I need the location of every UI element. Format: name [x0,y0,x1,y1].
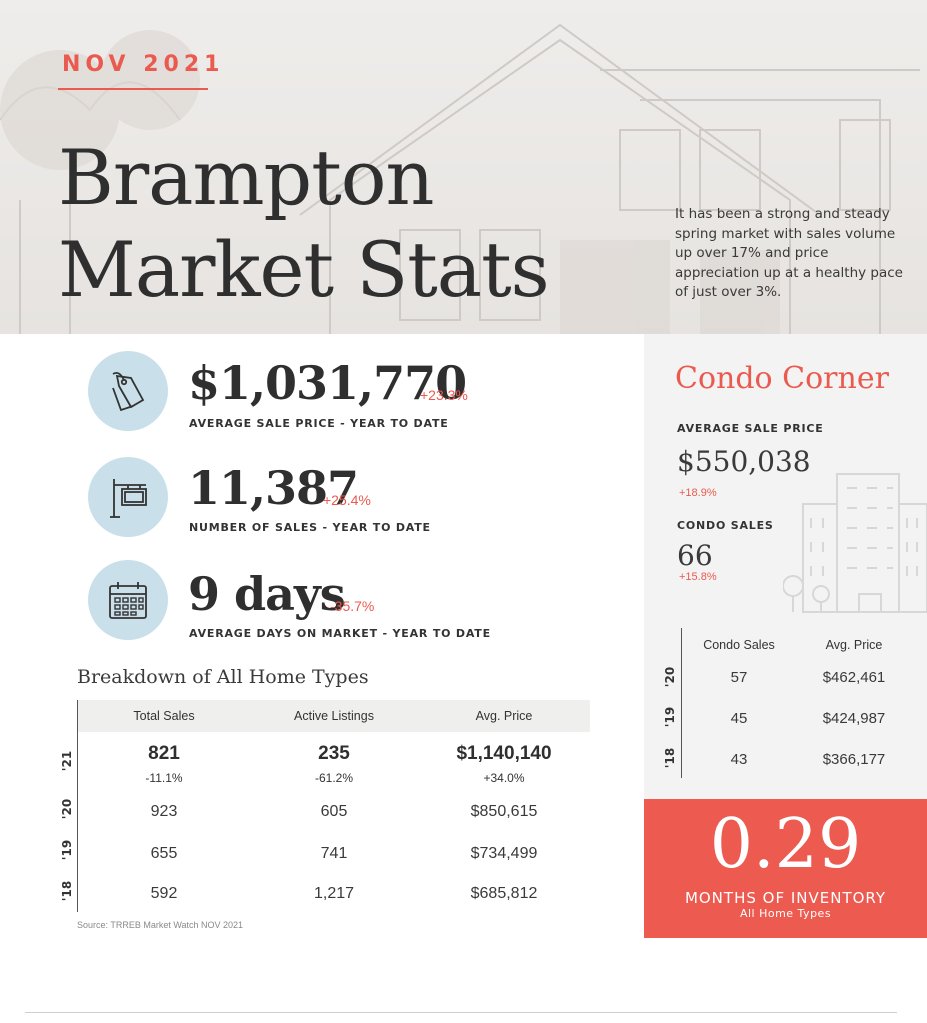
price-tag-icon [88,351,168,431]
table-cell: $1,140,140 [456,743,552,764]
condo-avg-price-label: AVERAGE SALE PRICE [677,422,824,435]
table-cell: 655 [150,845,178,862]
breakdown-title: Breakdown of All Home Types [77,666,369,688]
condo-corner-panel [644,334,927,799]
row-year-label: '19 [663,706,677,728]
report-month: NOV 2021 [62,52,225,77]
avg-sale-price-label: AVERAGE SALE PRICE - YEAR TO DATE [189,417,449,430]
table-cell-change: +34.0% [483,771,525,785]
header-active-listings: Active Listings [294,709,374,723]
condo-avg-price-value: $550,038 [677,445,811,478]
breakdown-axis-line [77,700,78,912]
months-of-inventory-label: MONTHS OF INVENTORY [684,889,887,907]
condo-sales-value: 66 [677,539,713,572]
header-avg-price: Avg. Price [475,709,533,723]
table-cell-change: -11.1% [145,771,183,785]
row-year-label: '19 [60,839,74,861]
days-on-market-label: AVERAGE DAYS ON MARKET - YEAR TO DATE [189,627,491,640]
header-condo-avg-price: Avg. Price [825,638,883,652]
row-year-label: '20 [60,798,74,820]
number-of-sales-change: +25.4% [323,492,371,508]
header-banner: NOV 2021 Brampton Market Stats It has be… [0,0,927,334]
table-cell: $424,987 [822,710,886,727]
calendar-icon [88,560,168,640]
footer-divider [25,1012,897,1013]
days-on-market-value: 9 days [188,567,346,621]
title-line-1: Brampton [58,133,434,222]
month-underline [58,88,208,90]
row-year-label: '18 [663,747,677,769]
months-of-inventory-value: 0.29 [709,805,862,884]
months-of-inventory-box: 0.29 MONTHS OF INVENTORY All Home Types [644,799,927,938]
intro-text: It has been a strong and steady spring m… [675,206,903,300]
table-cell: $462,461 [822,669,886,686]
condo-avg-price-change: +18.9% [679,487,717,499]
table-cell: 923 [150,803,178,820]
condo-axis-line [681,628,682,778]
table-cell: $366,177 [822,751,886,768]
header-total-sales: Total Sales [133,709,195,723]
table-cell: 821 [148,743,180,764]
days-on-market-change: -35.7% [330,598,375,614]
page-title: Brampton Market Stats [58,132,550,316]
number-of-sales-label: NUMBER OF SALES - YEAR TO DATE [189,521,431,534]
table-cell: $850,615 [470,803,538,820]
number-of-sales-value: 11,387 [188,461,359,515]
for-sale-sign-icon [88,457,168,537]
table-cell-change: -61.2% [314,771,354,785]
condo-corner-title: Condo Corner [675,361,889,396]
avg-sale-price-value: $1,031,770 [188,356,467,410]
city-buildings-icon [783,473,927,613]
months-of-inventory-sub: All Home Types [739,907,832,920]
breakdown-table-header [78,700,590,732]
table-cell: 57 [730,669,748,686]
header-condo-sales: Condo Sales [703,638,775,652]
condo-sales-label: CONDO SALES [677,519,774,532]
condo-sales-change: +15.8% [679,571,717,583]
table-cell: 43 [730,751,748,768]
table-cell: 235 [318,743,350,764]
table-cell: $685,812 [470,885,538,902]
avg-sale-price-change: +23.3% [420,387,468,403]
table-cell: 741 [320,845,348,862]
row-year-label: '21 [60,750,74,772]
row-year-label: '18 [60,880,74,902]
table-cell: 605 [320,803,348,820]
table-cell: 592 [150,885,178,902]
house-background-image [0,23,920,334]
table-cell: 1,217 [313,885,355,902]
row-year-label: '20 [663,666,677,688]
table-cell: $734,499 [470,845,538,862]
title-line-2: Market Stats [58,225,550,314]
source-note: Source: TRREB Market Watch NOV 2021 [77,920,244,930]
table-cell: 45 [730,710,748,727]
